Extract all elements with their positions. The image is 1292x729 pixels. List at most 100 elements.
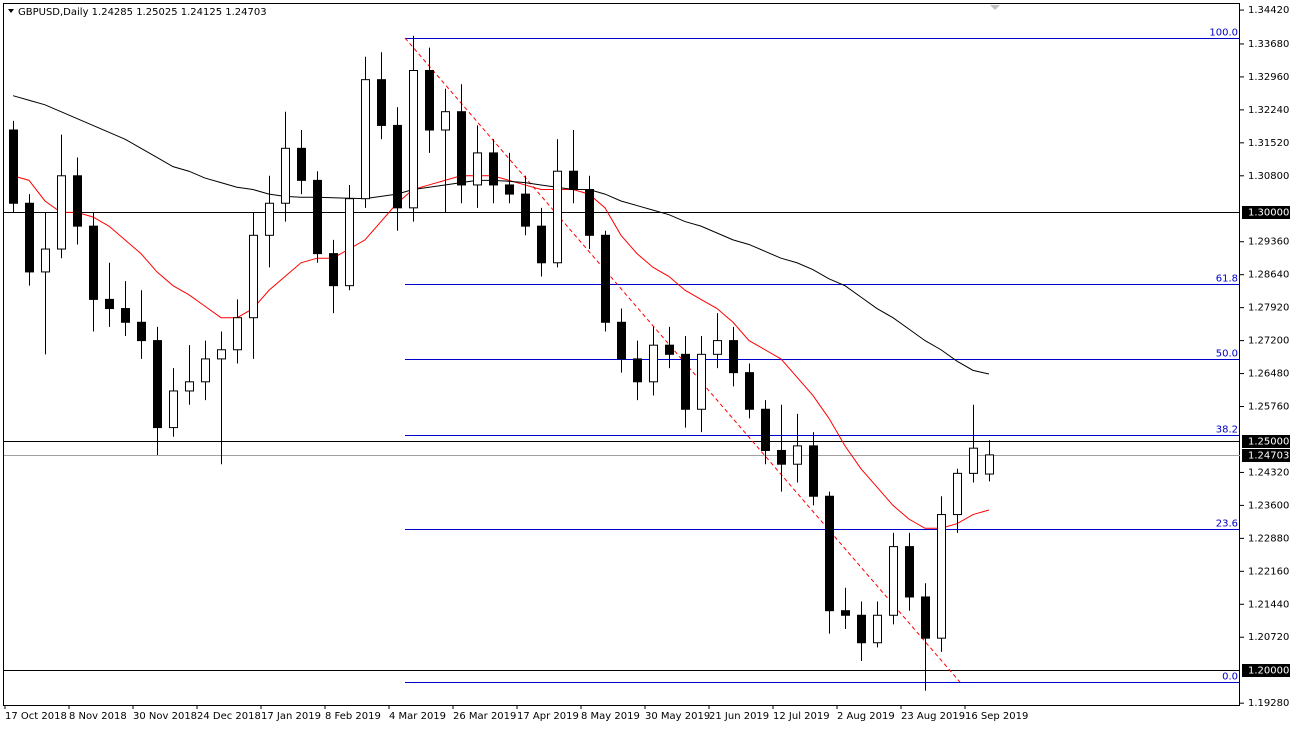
y-tick-label: 1.32240 (1248, 105, 1289, 116)
candle-body (265, 202, 274, 236)
candle-body (553, 170, 562, 264)
candle-body (121, 308, 130, 323)
candle-body (153, 340, 162, 429)
y-tick-label: 1.23600 (1248, 500, 1289, 511)
y-tick-label: 1.29360 (1248, 237, 1289, 248)
candle-body (281, 147, 290, 204)
fib-label: 100.0 (1209, 28, 1238, 39)
x-tick-label: 21 Jun 2019 (709, 711, 769, 722)
candle-body (41, 248, 50, 273)
candle-body (9, 129, 18, 204)
candle-body (681, 353, 690, 410)
overlay-layer: 100.0 61.8 50.0 38.2 23.6 0.0 (4, 28, 1240, 683)
x-tick-label: 30 May 2019 (645, 711, 710, 722)
candle-body (137, 321, 146, 342)
x-tick-label: 12 Jul 2019 (773, 711, 830, 722)
plot-frame (3, 3, 1240, 706)
y-tick-label: 1.32960 (1248, 72, 1289, 83)
candle-body (809, 445, 818, 497)
candle-body (745, 372, 754, 410)
x-tick-label: 17 Oct 2018 (5, 711, 67, 722)
y-tick-label: 1.33680 (1248, 39, 1289, 50)
candle-body (249, 234, 258, 319)
candle-body (169, 390, 178, 429)
current-price-box (1242, 449, 1290, 462)
candle-body (985, 454, 994, 475)
candle-body (425, 70, 434, 131)
axis-layer: 1.34420 1.33680 1.32960 1.32240 1.31520 1.308… (4, 5, 1290, 722)
x-tick-label: 30 Nov 2018 (133, 711, 197, 722)
candle-body (873, 614, 882, 644)
y-tick-label: 1.19280 (1248, 698, 1289, 709)
candle-body (665, 344, 674, 355)
candle-body (377, 79, 386, 126)
candle-body (969, 447, 978, 474)
y-tick-label: 1.25760 (1248, 402, 1289, 413)
candle-body (313, 179, 322, 255)
candle-body (697, 353, 706, 410)
y-tick-label: 1.28640 (1248, 270, 1289, 281)
x-tick-label: 8 May 2019 (581, 711, 640, 722)
candle-body (761, 408, 770, 451)
y-tick-label: 1.34420 (1248, 5, 1289, 16)
y-tick-label: 1.21440 (1248, 599, 1289, 610)
candle-body (825, 495, 834, 612)
candle-body (473, 152, 482, 186)
x-tick-label: 26 Mar 2019 (453, 711, 516, 722)
y-tick-label: 1.31520 (1248, 138, 1289, 149)
candle-body (185, 381, 194, 392)
moving-average (12, 95, 990, 375)
y-tick-label: 1.27920 (1248, 303, 1289, 314)
candle-body (585, 189, 594, 236)
chart-title: GBPUSD,Daily 1.24285 1.25025 1.24125 1.2… (18, 7, 267, 18)
candle-body (537, 225, 546, 264)
candle-body (649, 344, 658, 383)
candle-body (201, 358, 210, 383)
x-tick-label: 2 Aug 2019 (837, 711, 895, 722)
candle-body (409, 70, 418, 209)
x-tick-label: 16 Sep 2019 (965, 711, 1028, 722)
y-tick-label: 1.22160 (1248, 566, 1289, 577)
level-label: 1.20000 (1248, 666, 1289, 677)
x-tick-label: 24 Dec 2018 (197, 711, 261, 722)
candle-body (505, 184, 514, 195)
candle-body (841, 610, 850, 616)
level-box (1242, 664, 1290, 677)
marks-layer (9, 35, 994, 691)
level-label: 1.25000 (1248, 437, 1289, 448)
current-price-label: 1.24703 (1248, 451, 1289, 462)
candle-body (569, 170, 578, 191)
candle-body (921, 596, 930, 639)
fib-label: 50.0 (1216, 349, 1238, 360)
candle-body (953, 472, 962, 516)
fib-label: 0.0 (1222, 672, 1238, 683)
scroll-marker (990, 5, 1000, 10)
candle-body (89, 225, 98, 300)
y-tick-label: 1.26480 (1248, 369, 1289, 380)
candle-body (889, 546, 898, 616)
x-tick-label: 4 Mar 2019 (389, 711, 446, 722)
candle-body (729, 340, 738, 374)
candle-body (441, 111, 450, 131)
candle-body (521, 193, 530, 227)
level-box (1242, 206, 1290, 219)
candle-body (105, 298, 114, 310)
y-tick-label: 1.27200 (1248, 336, 1289, 347)
candle-body (777, 449, 786, 465)
candle-body (361, 79, 370, 200)
fib-label: 23.6 (1216, 519, 1238, 530)
candle-body (233, 317, 242, 351)
y-tick-label: 1.30800 (1248, 171, 1289, 182)
level-label: 1.30000 (1248, 208, 1289, 219)
fib-label: 61.8 (1216, 274, 1238, 285)
x-tick-label: 17 Apr 2019 (517, 711, 579, 722)
candle-body (297, 147, 306, 181)
x-tick-label: 8 Feb 2019 (325, 711, 381, 722)
candle-body (633, 358, 642, 383)
candle-body (345, 198, 354, 287)
menu-arrow (8, 9, 14, 13)
x-tick-label: 17 Jan 2019 (261, 711, 321, 722)
candle-body (617, 321, 626, 360)
